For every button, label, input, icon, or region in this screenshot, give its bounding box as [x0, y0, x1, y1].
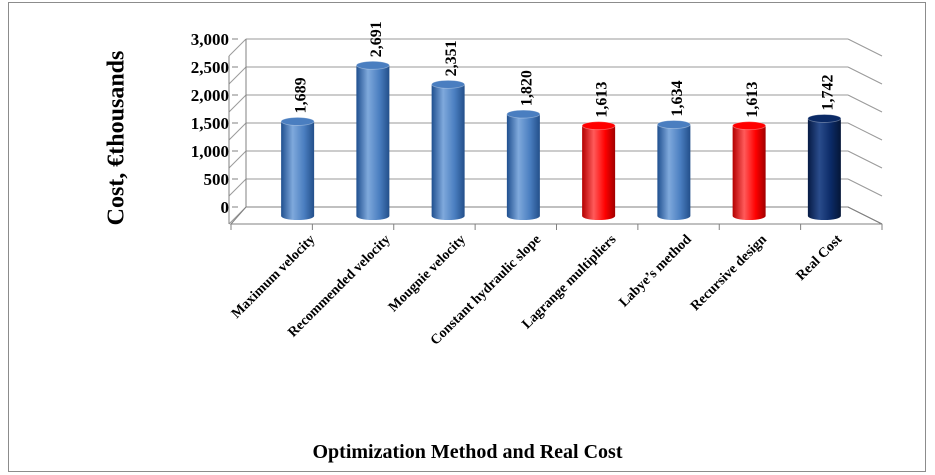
- bar-body: [732, 125, 766, 220]
- category-label: Maximum velocity: [229, 232, 319, 322]
- bar: [280, 117, 315, 220]
- bar-top: [431, 79, 466, 89]
- y-tick-label: 0: [221, 198, 230, 217]
- y-tick-label: 2,000: [191, 86, 229, 105]
- x-axis-label: Optimization Method and Real Cost: [312, 441, 623, 463]
- gridline-left-wall: [228, 150, 247, 169]
- data-label: 2,351: [443, 40, 460, 76]
- bar-top: [355, 60, 390, 70]
- bar-body: [582, 125, 616, 220]
- data-label: 1,613: [594, 82, 611, 118]
- bar-body: [431, 84, 465, 221]
- bar-body: [807, 118, 841, 220]
- floor: [229, 206, 883, 225]
- gridline-left-wall: [228, 122, 247, 141]
- y-tick-label: 2,500: [191, 58, 229, 77]
- chart-frame: [8, 2, 926, 472]
- y-tick-label: 500: [204, 170, 230, 189]
- gridline-left-wall: [228, 66, 247, 85]
- bar: [732, 121, 767, 220]
- gridline-right-edge: [847, 38, 883, 57]
- gridline-right-edge: [847, 150, 883, 169]
- bar: [581, 121, 616, 220]
- data-label: 1,820: [518, 70, 535, 106]
- y-tick-label: 1,000: [191, 142, 229, 161]
- bar-top: [732, 121, 767, 131]
- data-label: 1,689: [293, 77, 310, 113]
- gridline-right-edge: [847, 122, 883, 141]
- data-label: 2,691: [368, 21, 385, 57]
- data-label: 1,634: [669, 80, 686, 116]
- bar-top: [581, 121, 616, 131]
- bar: [656, 120, 691, 220]
- bar: [506, 109, 541, 220]
- bar-body: [281, 121, 315, 220]
- gridline-right-edge: [847, 178, 883, 197]
- bar: [431, 79, 466, 221]
- bar-top: [280, 117, 315, 126]
- gridline-left-wall: [228, 38, 247, 57]
- bar-body: [506, 114, 540, 220]
- category-label: Labye’s method: [617, 232, 695, 310]
- gridline-right-edge: [847, 66, 883, 85]
- bar-top: [506, 109, 541, 119]
- gridline-left-wall: [228, 178, 247, 197]
- bar-body: [356, 65, 390, 220]
- y-tick-label: 1,500: [191, 114, 229, 133]
- gridline-right-edge: [847, 94, 883, 113]
- bar-top: [807, 114, 842, 123]
- bar-top: [656, 120, 691, 129]
- category-label: Mougnie velocity: [386, 232, 469, 315]
- category-label: Recursive design: [688, 232, 770, 314]
- data-label: 1,742: [819, 74, 836, 110]
- bar: [355, 60, 390, 220]
- category-label: Real Cost: [794, 232, 846, 284]
- gridline-left-wall: [228, 94, 247, 113]
- y-tick-label: 3,000: [191, 30, 229, 49]
- data-label: 1,613: [744, 82, 761, 118]
- bar-body: [657, 124, 691, 220]
- bar: [807, 114, 842, 220]
